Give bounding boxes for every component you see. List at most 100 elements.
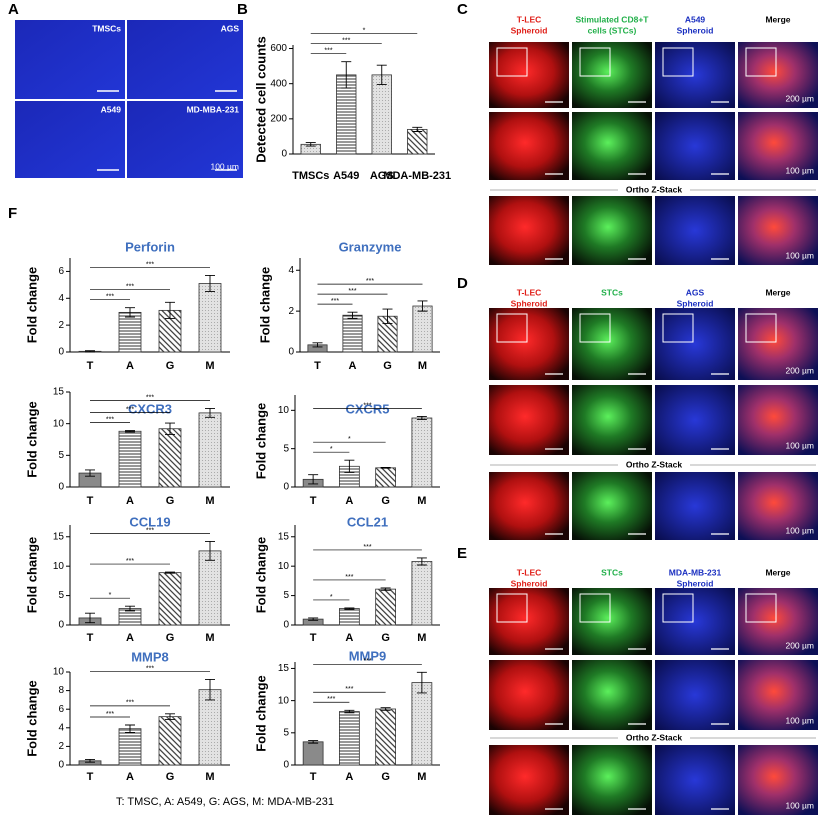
micrograph [572, 472, 652, 540]
error-bar [85, 469, 95, 477]
column-header: Spheroid [677, 25, 714, 35]
y-tick-label: 600 [270, 43, 287, 54]
micrograph [655, 42, 735, 108]
y-tick-label: 15 [53, 387, 65, 398]
significance-label: *** [331, 298, 339, 305]
error-bar [308, 474, 319, 485]
error-bar [380, 587, 391, 591]
inset-box [745, 313, 777, 343]
error-bar [85, 758, 95, 763]
ortho-label: Ortho Z-Stack [626, 184, 682, 194]
error-bar [165, 571, 175, 574]
y-tick-label: 200 [270, 113, 287, 124]
x-tick-label: G [381, 632, 390, 644]
column-header: Merge [765, 14, 790, 24]
significance-label: *** [345, 686, 353, 693]
error-bar [308, 617, 319, 621]
y-tick-label: 15 [53, 531, 65, 542]
x-tick-label: G [166, 771, 175, 783]
column-header: A549 [685, 14, 706, 24]
micrograph [572, 745, 652, 815]
micrograph [572, 385, 652, 455]
inset-box [662, 47, 694, 77]
column-header: Spheroid [511, 578, 548, 588]
x-tick-label: A [345, 771, 353, 783]
y-tick-label: 6 [58, 266, 64, 277]
bar [411, 417, 433, 488]
column-header: Spheroid [677, 578, 714, 588]
bar [302, 741, 324, 766]
micrograph [127, 20, 243, 99]
micrograph [738, 196, 818, 265]
x-tick-label: G [166, 495, 175, 507]
significance-label: *** [327, 696, 335, 703]
x-tick-label: G [166, 632, 175, 644]
micrograph [572, 42, 652, 108]
bar [158, 716, 182, 766]
micrograph [572, 196, 652, 265]
x-tick-label: T [87, 771, 94, 783]
error-bar [344, 709, 355, 714]
error-bar [382, 308, 393, 324]
caption: T: TMSC, A: A549, G: AGS, M: MDA-MB-231 [116, 796, 334, 808]
y-tick-label: 400 [270, 78, 287, 89]
error-bar [347, 311, 358, 319]
scale-label: 100 µm [785, 525, 814, 535]
x-tick-label: M [205, 771, 214, 783]
bar [198, 550, 222, 626]
x-tick-label: M [205, 632, 214, 644]
bar [339, 711, 360, 766]
significance-label: * [109, 592, 112, 599]
significance-label: *** [126, 284, 134, 291]
y-axis-label: Fold change [24, 267, 39, 344]
y-tick-label: 8 [58, 685, 64, 696]
inset-box [496, 593, 528, 623]
x-tick-label: T [310, 771, 317, 783]
x-tick-label: AGS [370, 170, 394, 182]
chart-title: CCL21 [347, 514, 388, 529]
scale-label: 200 µm [785, 365, 814, 375]
micrograph [489, 745, 569, 815]
error-bar [312, 342, 323, 348]
bar [411, 561, 433, 626]
significance-label: *** [146, 527, 154, 534]
chart-title: CCL19 [129, 514, 170, 529]
micrograph [655, 308, 735, 380]
micrograph [572, 660, 652, 730]
error-bar [305, 142, 316, 147]
x-tick-label: M [205, 495, 214, 507]
error-bar [308, 740, 319, 744]
bar [407, 128, 428, 155]
error-bar [376, 64, 387, 86]
y-tick-label: 10 [53, 418, 65, 429]
inset-box [662, 313, 694, 343]
bar [198, 412, 222, 488]
error-bar [205, 541, 215, 561]
scale-label: 100 µm [785, 440, 814, 450]
significance-label: * [330, 594, 333, 601]
x-tick-label: T [87, 495, 94, 507]
scale-label: 100 µm [785, 165, 814, 175]
bar [371, 74, 392, 155]
x-tick-label: A [349, 360, 357, 372]
significance-label: *** [363, 402, 371, 409]
y-axis-label: Fold change [253, 675, 268, 752]
image-label: AGS [221, 23, 240, 33]
micrograph [738, 308, 818, 380]
y-axis-label: Fold change [253, 537, 268, 614]
y-axis-label: Fold change [24, 680, 39, 757]
error-bar [341, 61, 352, 89]
panel-label: E [457, 545, 467, 562]
chart-title: CXCR3 [128, 401, 172, 416]
bar [342, 314, 363, 353]
inset-box [496, 47, 528, 77]
bar [118, 728, 142, 766]
inset-box [496, 313, 528, 343]
image-label: MD-MBA-231 [187, 104, 240, 114]
x-tick-label: MDA-MB-231 [383, 170, 451, 182]
error-bar [125, 605, 135, 612]
micrograph [655, 196, 735, 265]
y-tick-label: 15 [278, 663, 290, 674]
error-bar [380, 467, 391, 469]
